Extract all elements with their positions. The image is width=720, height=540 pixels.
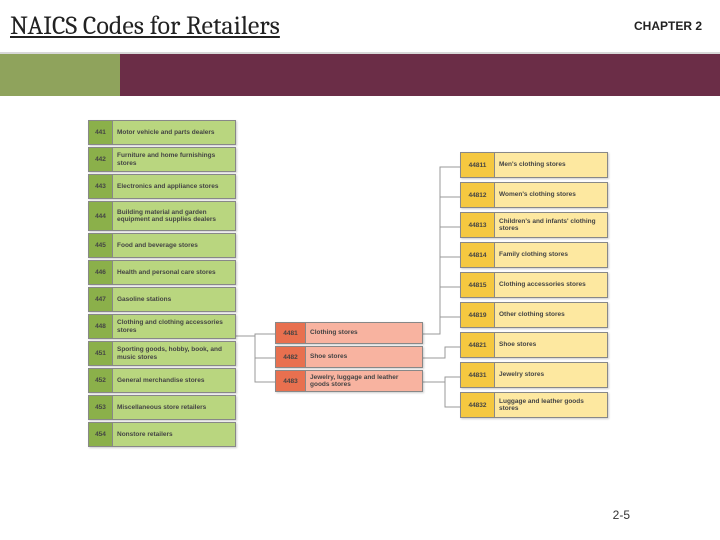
naics-code: 447 [89,288,113,311]
color-band [0,54,720,96]
naics-code: 44814 [461,243,495,267]
naics-label: Motor vehicle and parts dealers [113,129,235,136]
naics-label: Clothing accessories stores [495,281,607,288]
naics-label: Electronics and appliance stores [113,183,235,190]
naics-cell-44811: 44811Men's clothing stores [460,152,608,178]
naics-cell-448: 448Clothing and clothing accessories sto… [88,314,236,339]
naics-label: Clothing stores [306,329,422,336]
naics-label: Jewelry stores [495,371,607,378]
naics-cell-454: 454Nonstore retailers [88,422,236,447]
naics-code: 445 [89,234,113,257]
naics-code: 446 [89,261,113,284]
naics-cell-442: 442Furniture and home furnishings stores [88,147,236,172]
naics-code: 44832 [461,393,495,417]
naics-cell-451: 451Sporting goods, hobby, book, and musi… [88,341,236,366]
naics-cell-446: 446Health and personal care stores [88,260,236,285]
naics-label: Other clothing stores [495,311,607,318]
naics-label: Miscellaneous store retailers [113,404,235,411]
naics-label: Children's and infants' clothing stores [495,218,607,232]
naics-code: 443 [89,175,113,198]
naics-label: Men's clothing stores [495,161,607,168]
naics-cell-4483: 4483Jewelry, luggage and leather goods s… [275,370,423,392]
naics-cell-44813: 44813Children's and infants' clothing st… [460,212,608,238]
naics-cell-44821: 44821Shoe stores [460,332,608,358]
naics-cell-44814: 44814Family clothing stores [460,242,608,268]
diagram-area: 441Motor vehicle and parts dealers442Fur… [0,100,720,500]
naics-code: 4481 [276,323,306,343]
naics-cell-447: 447Gasoline stations [88,287,236,312]
naics-code: 44811 [461,153,495,177]
naics-cell-44831: 44831Jewelry stores [460,362,608,388]
naics-code: 44819 [461,303,495,327]
naics-code: 452 [89,369,113,392]
naics-code: 451 [89,342,113,365]
naics-code: 441 [89,121,113,144]
naics-code: 453 [89,396,113,419]
naics-label: Women's clothing stores [495,191,607,198]
naics-code: 44821 [461,333,495,357]
naics-label: Building material and garden equipment a… [113,209,235,223]
naics-code: 454 [89,423,113,446]
page-title: NAICS Codes for Retailers [10,11,280,41]
naics-label: Shoe stores [306,353,422,360]
naics-cell-44832: 44832Luggage and leather goods stores [460,392,608,418]
naics-code: 4483 [276,371,306,391]
naics-code: 44812 [461,183,495,207]
naics-label: General merchandise stores [113,377,235,384]
naics-code: 448 [89,315,113,338]
naics-label: Sporting goods, hobby, book, and music s… [113,346,235,360]
naics-label: Gasoline stations [113,296,235,303]
naics-code: 444 [89,202,113,230]
naics-cell-4482: 4482Shoe stores [275,346,423,368]
naics-cell-444: 444Building material and garden equipmen… [88,201,236,231]
naics-code: 44815 [461,273,495,297]
naics-cell-44819: 44819Other clothing stores [460,302,608,328]
naics-cell-44815: 44815Clothing accessories stores [460,272,608,298]
naics-cell-443: 443Electronics and appliance stores [88,174,236,199]
naics-cell-4481: 4481Clothing stores [275,322,423,344]
naics-cell-441: 441Motor vehicle and parts dealers [88,120,236,145]
naics-label: Nonstore retailers [113,431,235,438]
naics-code: 4482 [276,347,306,367]
naics-label: Food and beverage stores [113,242,235,249]
band-left [0,54,120,96]
page-number: 2-5 [613,508,630,522]
naics-code: 44831 [461,363,495,387]
naics-label: Furniture and home furnishings stores [113,152,235,166]
naics-cell-445: 445Food and beverage stores [88,233,236,258]
header: NAICS Codes for Retailers CHAPTER 2 [0,0,720,54]
naics-label: Clothing and clothing accessories stores [113,319,235,333]
naics-label: Luggage and leather goods stores [495,398,607,412]
band-right [120,54,720,96]
naics-cell-452: 452General merchandise stores [88,368,236,393]
naics-label: Shoe stores [495,341,607,348]
naics-label: Family clothing stores [495,251,607,258]
naics-cell-44812: 44812Women's clothing stores [460,182,608,208]
naics-cell-453: 453Miscellaneous store retailers [88,395,236,420]
naics-code: 442 [89,148,113,171]
naics-label: Health and personal care stores [113,269,235,276]
naics-code: 44813 [461,213,495,237]
naics-label: Jewelry, luggage and leather goods store… [306,374,422,388]
chapter-label: CHAPTER 2 [634,19,702,33]
